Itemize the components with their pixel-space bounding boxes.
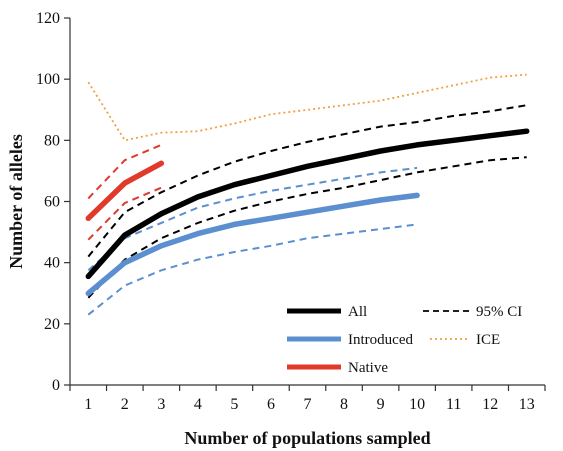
y-tick-label: 0 <box>52 377 60 394</box>
chart-legend: All 95% CI Introduced ICE Native <box>287 304 522 376</box>
y-axis-title: Number of alleles <box>6 134 26 269</box>
x-tick-label: 11 <box>446 396 461 413</box>
y-tick-label: 80 <box>44 132 60 149</box>
y-tick-label: 20 <box>44 316 60 333</box>
y-tick-label: 100 <box>36 71 60 88</box>
legend-label-introduced: Introduced <box>348 332 413 348</box>
x-tick-label: 13 <box>519 396 535 413</box>
legend-label-native: Native <box>348 360 388 376</box>
series-line-3 <box>85 192 420 297</box>
x-axis-title: Number of populations sampled <box>184 428 430 448</box>
x-tick-label: 4 <box>194 396 202 413</box>
y-tick-label: 60 <box>44 194 60 211</box>
series-layer <box>85 73 530 316</box>
x-tick-label: 2 <box>121 396 129 413</box>
x-tick-label: 9 <box>377 396 385 413</box>
x-tick-label: 3 <box>157 396 165 413</box>
x-tick-label: 10 <box>409 396 425 413</box>
legend-label-95-ci: 95% CI <box>476 304 522 320</box>
x-tick-label: 6 <box>267 396 275 413</box>
legend-label-all: All <box>348 304 367 320</box>
y-tick-label: 120 <box>36 10 60 27</box>
legend-label-ice: ICE <box>476 332 500 348</box>
y-tick-label: 40 <box>44 255 60 272</box>
x-tick-label: 5 <box>230 396 238 413</box>
x-tick-label: 1 <box>84 396 92 413</box>
series-line-4 <box>87 166 418 272</box>
series-line-5 <box>87 223 418 316</box>
x-tick-label: 8 <box>340 396 348 413</box>
x-tick-label: 7 <box>304 396 312 413</box>
x-tick-label: 12 <box>482 396 498 413</box>
